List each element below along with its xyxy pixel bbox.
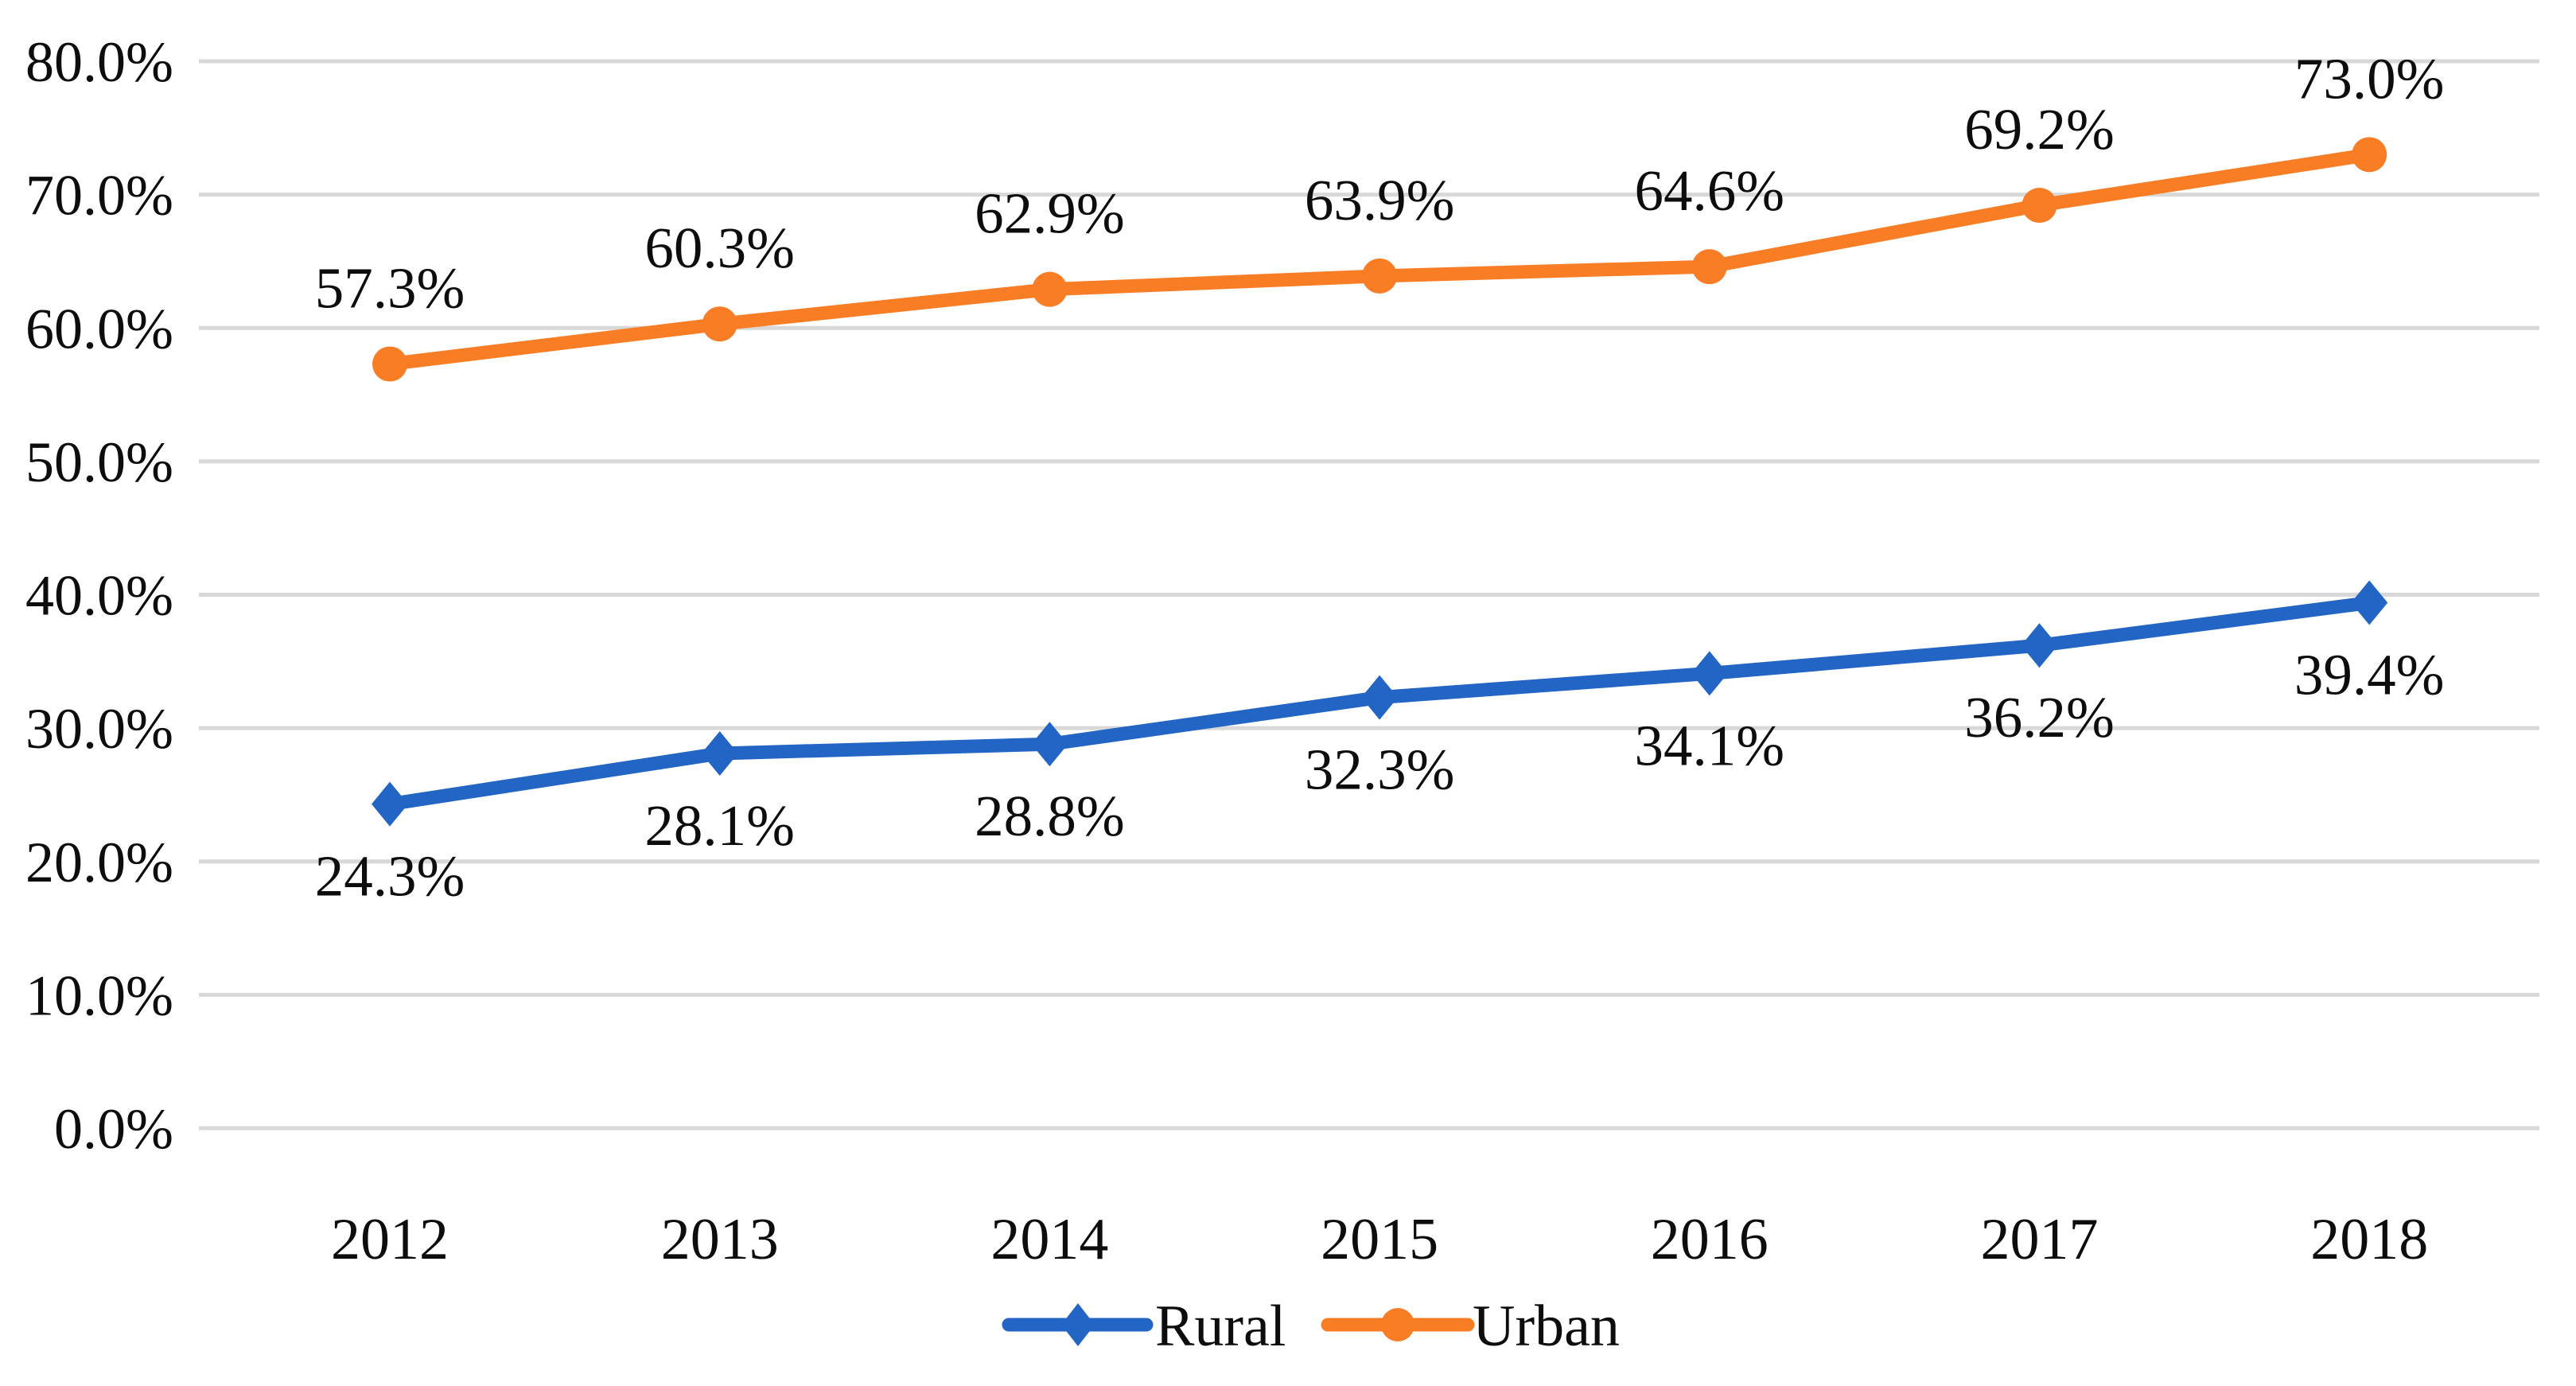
x-tick-label: 2013 xyxy=(661,1207,779,1272)
urban-marker xyxy=(1362,258,1398,294)
rural-data-label: 36.2% xyxy=(1964,685,2115,749)
rural-marker xyxy=(372,781,408,827)
rural-data-label: 28.8% xyxy=(975,784,1125,848)
rural-marker xyxy=(2021,623,2058,668)
y-tick-label: 60.0% xyxy=(25,297,173,360)
legend-item-urban: Urban xyxy=(1321,1294,1620,1359)
urban-data-label: 64.6% xyxy=(1635,158,1785,223)
x-tick-label: 2017 xyxy=(1981,1207,2099,1272)
y-tick-label: 50.0% xyxy=(25,430,173,494)
rural-data-label: 32.3% xyxy=(1305,738,1455,802)
urban-marker xyxy=(372,346,407,382)
urban-marker xyxy=(1691,249,1727,285)
y-tick-label: 10.0% xyxy=(25,964,173,1027)
urban-data-label: 63.9% xyxy=(1305,168,1455,232)
y-tick-label: 20.0% xyxy=(25,831,173,894)
urban-marker xyxy=(1032,271,1068,307)
urban-data-label: 57.3% xyxy=(315,256,465,321)
y-tick-label: 30.0% xyxy=(25,697,173,761)
urban-data-label: 69.2% xyxy=(1964,97,2115,162)
legend-circle-marker-icon xyxy=(1381,1308,1414,1341)
urban-marker xyxy=(2021,188,2057,224)
rural-marker xyxy=(2351,580,2388,625)
rural-marker xyxy=(1691,651,1728,696)
legend-item-rural: Rural xyxy=(1002,1294,1286,1359)
x-tick-label: 2015 xyxy=(1321,1207,1438,1272)
y-tick-label: 0.0% xyxy=(54,1097,173,1161)
urban-data-label: 73.0% xyxy=(2294,46,2445,111)
x-tick-label: 2012 xyxy=(331,1207,449,1272)
y-tick-label: 70.0% xyxy=(25,164,173,228)
y-tick-label: 40.0% xyxy=(25,564,173,628)
rural-data-label: 24.3% xyxy=(315,844,465,909)
urban-marker xyxy=(702,306,737,342)
x-tick-label: 2016 xyxy=(1651,1207,1769,1272)
urban-data-label: 62.9% xyxy=(975,181,1125,246)
rural-data-label: 34.1% xyxy=(1635,713,1785,777)
y-tick-label: 80.0% xyxy=(25,30,173,94)
rural-data-label: 28.1% xyxy=(644,793,795,858)
rural-marker xyxy=(1361,675,1399,720)
x-tick-label: 2014 xyxy=(990,1207,1108,1272)
rural-marker xyxy=(701,730,738,776)
urban-data-label: 60.3% xyxy=(644,216,795,280)
legend-diamond-marker-icon xyxy=(1061,1303,1095,1346)
x-tick-label: 2018 xyxy=(2310,1207,2428,1272)
legend-label: Rural xyxy=(1155,1294,1286,1359)
legend: Rural Urban xyxy=(1002,1294,1620,1359)
rural-data-label: 39.4% xyxy=(2294,643,2445,707)
legend-label: Urban xyxy=(1473,1294,1620,1359)
rural-marker xyxy=(1031,722,1068,767)
urban-marker xyxy=(2352,137,2387,173)
